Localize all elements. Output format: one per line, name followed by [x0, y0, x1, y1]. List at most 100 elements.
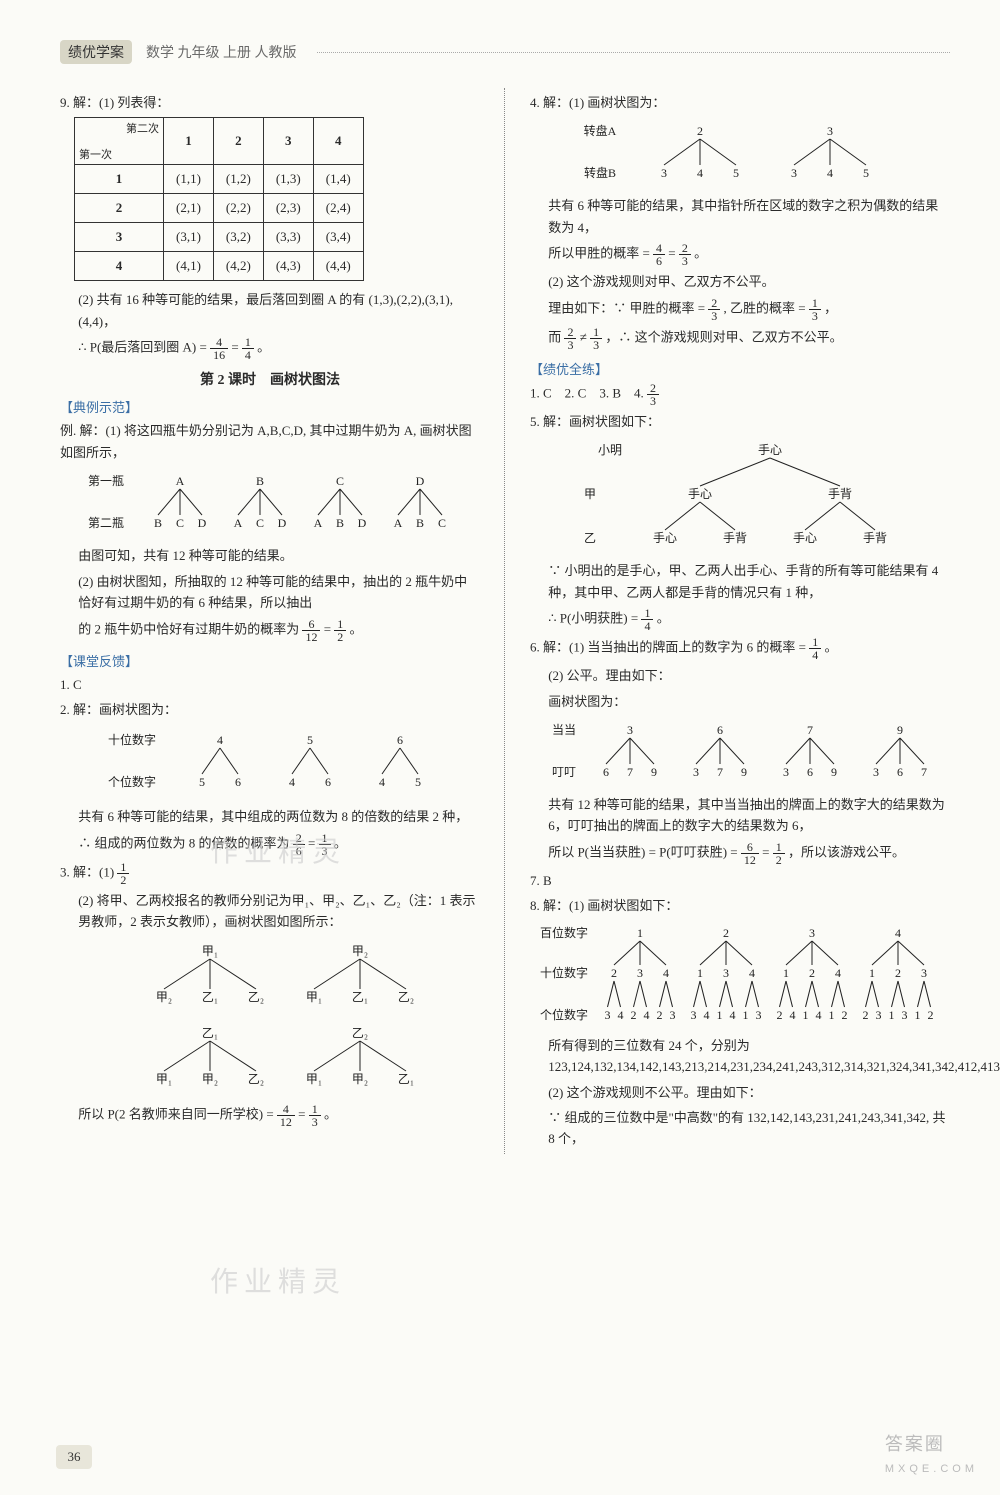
svg-text:6: 6 — [603, 765, 609, 779]
svg-text:2: 2 — [809, 966, 815, 980]
svg-text:3: 3 — [827, 124, 833, 138]
svg-text:3: 3 — [921, 966, 927, 980]
svg-text:B: B — [154, 516, 162, 530]
svg-text:7: 7 — [807, 723, 813, 737]
q6-l3: 共有 12 种等可能的结果，其中当当抽出的牌面上的数字大的结果数为 6，叮叮抽出… — [548, 794, 950, 837]
svg-text:C: C — [336, 474, 344, 488]
svg-text:1: 1 — [717, 1008, 723, 1022]
svg-text:甲₂: 甲₂ — [156, 990, 172, 1004]
svg-text:5: 5 — [863, 166, 869, 180]
svg-text:乙₁: 乙₁ — [202, 990, 218, 1004]
svg-text:2: 2 — [611, 966, 617, 980]
table-row: 3(3,1)(3,2)(3,3)(3,4) — [75, 223, 364, 252]
a2-l1: 共有 6 种等可能的结果，其中组成的两位数为 8 的倍数的结果 2 种， — [78, 806, 480, 827]
tree-5: 小明手心甲手心手背乙手心手背手心手背 — [540, 436, 940, 556]
watermark-mid-2: 作业精灵 — [210, 1260, 346, 1300]
a2-head: 2. 解：画树状图为： — [60, 699, 480, 720]
svg-text:B: B — [416, 516, 424, 530]
q9-head: 9. 解：(1) 列表得： — [60, 92, 480, 113]
svg-text:转盘A: 转盘A — [584, 123, 617, 138]
svg-text:甲₂: 甲₂ — [352, 1072, 368, 1086]
svg-text:3: 3 — [627, 723, 633, 737]
svg-text:1: 1 — [915, 1008, 921, 1022]
lesson-title: 第 2 课时 画树状图法 — [60, 369, 480, 389]
svg-text:4: 4 — [663, 966, 669, 980]
q6-l4: 所以 P(当当获胜) = P(叮叮获胜) = 612 = 12 ，所以该游戏公平… — [548, 841, 950, 866]
svg-text:4: 4 — [217, 733, 223, 747]
svg-text:A: A — [176, 474, 185, 488]
svg-text:C: C — [176, 516, 184, 530]
svg-text:D: D — [198, 516, 207, 530]
svg-text:2: 2 — [928, 1008, 934, 1022]
header-subtitle: 数学 九年级 上册 人教版 — [146, 42, 297, 62]
svg-text:甲₂: 甲₂ — [352, 944, 368, 958]
svg-text:乙: 乙 — [584, 531, 596, 545]
columns: 9. 解：(1) 列表得： 第二次 第一次 1 2 3 4 1(1,1)(1,2… — [60, 88, 950, 1154]
svg-text:3: 3 — [873, 765, 879, 779]
svg-text:手心: 手心 — [688, 487, 712, 501]
watermark-corner: 答案圈 MXQE.COM — [885, 1430, 978, 1477]
combo-table: 第二次 第一次 1 2 3 4 1(1,1)(1,2)(1,3)(1,4) 2(… — [74, 117, 364, 281]
svg-text:3: 3 — [723, 966, 729, 980]
svg-text:2: 2 — [777, 1008, 783, 1022]
q8-l1: 所有得到的三位数有 24 个，分别为 123,124,132,134,142,1… — [548, 1035, 950, 1078]
svg-text:乙₂: 乙₂ — [248, 1072, 264, 1086]
tree-2: 十位数字 个位数字 456546645 — [90, 724, 450, 802]
table-row: 4(4,1)(4,2)(4,3)(4,4) — [75, 252, 364, 281]
svg-text:4: 4 — [379, 775, 385, 789]
svg-text:D: D — [358, 516, 367, 530]
table-row: 2(2,1)(2,2)(2,3)(2,4) — [75, 194, 364, 223]
svg-text:乙₁: 乙₁ — [398, 1072, 414, 1086]
q6-l2: 画树状图为： — [548, 691, 950, 712]
svg-text:5: 5 — [733, 166, 739, 180]
svg-text:7: 7 — [921, 765, 927, 779]
page-number: 36 — [56, 1445, 92, 1469]
svg-text:第一瓶: 第一瓶 — [88, 474, 124, 488]
svg-text:3: 3 — [605, 1008, 611, 1022]
svg-text:4: 4 — [749, 966, 755, 980]
q8-l2: (2) 这个游戏规则不公平。理由如下： — [548, 1082, 950, 1103]
q9-b1: (2) 共有 16 种等可能的结果，最后落回到圈 A 的有 (1,3),(2,2… — [78, 289, 480, 332]
ex-l1: 例. 解：(1) 将这四瓶牛奶分别记为 A,B,C,D, 其中过期牛奶为 A, … — [60, 420, 480, 463]
q8-l3: ∵ 组成的三位数中是"中高数"的有 132,142,143,231,241,24… — [548, 1107, 950, 1150]
left-column: 9. 解：(1) 列表得： 第二次 第一次 1 2 3 4 1(1,1)(1,2… — [60, 88, 480, 1154]
svg-text:3: 3 — [902, 1008, 908, 1022]
svg-text:D: D — [416, 474, 425, 488]
svg-text:A: A — [314, 516, 323, 530]
svg-text:2: 2 — [895, 966, 901, 980]
svg-text:乙₂: 乙₂ — [352, 1026, 368, 1040]
svg-text:1: 1 — [803, 1008, 809, 1022]
svg-text:4: 4 — [895, 926, 901, 940]
svg-text:4: 4 — [790, 1008, 796, 1022]
svg-text:4: 4 — [730, 1008, 736, 1022]
ex-l2: 由图可知，共有 12 种等可能的结果。 — [78, 545, 480, 566]
svg-text:3: 3 — [637, 966, 643, 980]
svg-text:1: 1 — [829, 1008, 835, 1022]
svg-text:手心: 手心 — [793, 531, 817, 545]
svg-text:1: 1 — [637, 926, 643, 940]
section-example: 【典例示范】 — [60, 397, 480, 416]
svg-text:3: 3 — [756, 1008, 762, 1022]
svg-text:甲₂: 甲₂ — [202, 1072, 218, 1086]
section-practice: 【绩优全练】 — [530, 359, 950, 378]
a3-l1: (2) 将甲、乙两校报名的教师分别记为甲₁、甲₂、乙₁、乙₂（注：1 表示男教师… — [78, 890, 480, 933]
table-diag-cell: 第二次 第一次 — [75, 118, 164, 165]
svg-text:5: 5 — [307, 733, 313, 747]
q9-b2: ∴ P(最后落回到圈 A) = 416 = 14 。 — [78, 336, 480, 361]
svg-text:D: D — [278, 516, 287, 530]
svg-text:4: 4 — [835, 966, 841, 980]
svg-text:C: C — [256, 516, 264, 530]
svg-text:3: 3 — [783, 765, 789, 779]
svg-text:1: 1 — [697, 966, 703, 980]
q5-l2: ∴ P(小明获胜) = 14 。 — [548, 607, 950, 632]
svg-text:1: 1 — [889, 1008, 895, 1022]
tree-1: 第一瓶 第二瓶 ABCDBACDCABDDABC — [70, 467, 470, 541]
a1: 1. C — [60, 674, 480, 695]
svg-text:B: B — [256, 474, 264, 488]
svg-text:6: 6 — [807, 765, 813, 779]
svg-text:甲: 甲 — [584, 487, 596, 501]
q4-head: 4. 解：(1) 画树状图为： — [530, 92, 950, 113]
svg-text:3: 3 — [791, 166, 797, 180]
svg-text:2: 2 — [697, 124, 703, 138]
svg-text:手背: 手背 — [828, 487, 852, 501]
